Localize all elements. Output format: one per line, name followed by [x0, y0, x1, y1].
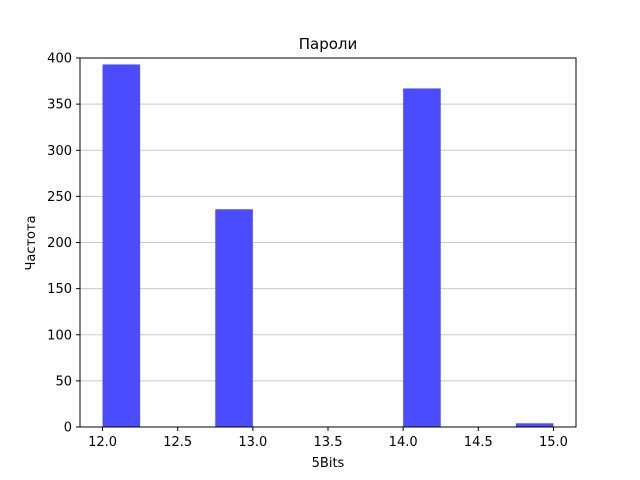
histogram-bar — [102, 64, 141, 428]
y-axis-label: Частота — [24, 215, 39, 270]
chart-title: Пароли — [299, 35, 358, 53]
y-tick-label: 350 — [47, 98, 72, 113]
y-tick-label: 200 — [47, 236, 72, 251]
x-tick-label: 12.5 — [163, 435, 192, 450]
x-tick-label: 13.0 — [238, 435, 267, 450]
bars — [102, 64, 554, 428]
x-tick-label: 15.0 — [539, 435, 568, 450]
y-tick-label: 400 — [47, 52, 72, 67]
y-tick-label: 150 — [47, 282, 72, 297]
x-tick-label: 12.0 — [88, 435, 117, 450]
x-tick-label: 14.5 — [464, 435, 493, 450]
x-tick-label: 13.5 — [314, 435, 343, 450]
y-tick-label: 300 — [47, 144, 72, 159]
histogram-bar — [515, 423, 554, 427]
histogram-bar — [403, 88, 441, 427]
y-ticks: 0 50 100 150 200 250 300 350 400 — [47, 52, 80, 436]
x-axis-label: 5Bits — [312, 456, 345, 471]
y-tick-label: 250 — [47, 190, 72, 205]
y-tick-label: 100 — [47, 328, 72, 343]
y-tick-label: 0 — [64, 421, 72, 436]
x-tick-label: 14.0 — [389, 435, 418, 450]
x-ticks: 12.0 12.5 13.0 13.5 14.0 14.5 15.0 — [88, 427, 568, 450]
histogram-bar — [215, 209, 253, 427]
y-tick-label: 50 — [55, 374, 72, 389]
grid-lines — [80, 103, 576, 382]
